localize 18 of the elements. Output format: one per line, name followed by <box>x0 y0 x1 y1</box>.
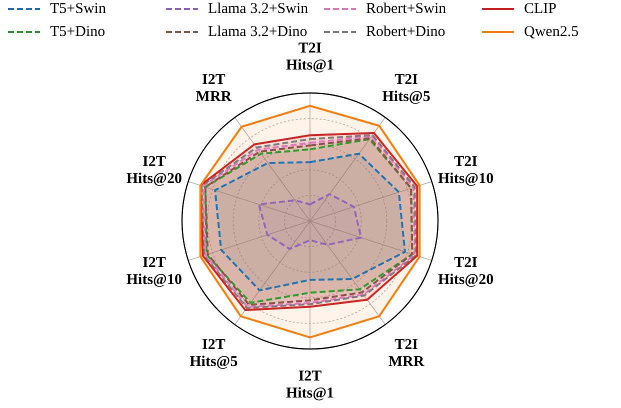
spoke-label: I2T Hits@5 <box>190 337 238 370</box>
legend-label: Robert+Swin <box>366 1 447 17</box>
spoke-label: T2I Hits@10 <box>438 154 494 187</box>
legend-label: Qwen2.5 <box>524 24 579 40</box>
spoke-label: T2I MRR <box>388 337 424 370</box>
legend-label: Llama 3.2+Dino <box>208 24 308 40</box>
spoke-label: I2T Hits@10 <box>126 255 182 288</box>
spoke-label: T2I Hits@20 <box>438 255 494 288</box>
legend-label: Llama 3.2+Swin <box>208 1 309 17</box>
spoke-label: I2T Hits@1 <box>286 368 334 402</box>
legend-label: T5+Swin <box>50 1 106 17</box>
legend-label: Robert+Dino <box>366 24 446 40</box>
spoke-label: I2T Hits@20 <box>126 154 182 187</box>
spoke-label: T2I Hits@1 <box>286 40 334 74</box>
spoke-label: T2I Hits@5 <box>382 72 430 105</box>
legend-label: T5+Dino <box>50 24 106 40</box>
spoke-label: I2T MRR <box>196 72 232 105</box>
legend-label: CLIP <box>524 1 557 17</box>
